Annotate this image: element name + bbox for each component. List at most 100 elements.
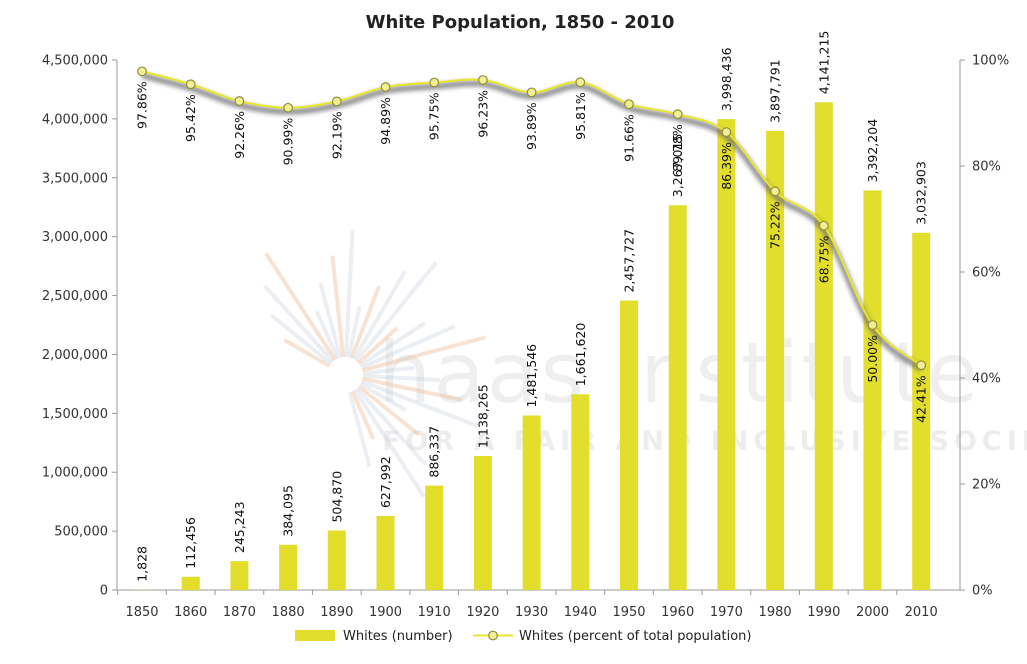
watermark-ray <box>362 365 415 376</box>
line-marker <box>478 75 488 85</box>
bar-value-label: 3,392,204 <box>865 119 880 183</box>
bar <box>181 576 200 590</box>
bar-labels: 1,828 112,456 245,243 384,095 504,870 627,992… <box>135 31 929 582</box>
bar <box>376 516 395 590</box>
percent-value-label: 68.75% <box>816 236 831 284</box>
line-shadow <box>141 72 924 372</box>
line-marker <box>624 99 634 110</box>
watermark-ray <box>360 324 456 370</box>
watermark-ray <box>349 285 381 359</box>
x-tick-label: 1960 <box>661 605 694 620</box>
line-marker <box>283 102 294 113</box>
x-tick-label: 1930 <box>515 605 548 620</box>
line-marker <box>429 77 440 88</box>
x-tick-label: 1850 <box>125 605 158 620</box>
bar <box>814 102 833 590</box>
bar <box>571 394 590 590</box>
percent-value-label: 86.39% <box>719 142 734 190</box>
percent-labels: 97.86% 95.42% 92.26% 90.99% 92.19% 94.89% 95.7… <box>135 81 929 423</box>
percent-value-label: 95.42% <box>183 94 198 142</box>
line-marker <box>770 186 780 197</box>
watermark-ray <box>283 338 331 368</box>
watermark-ray <box>314 310 340 360</box>
x-tick-label: 1990 <box>807 605 840 620</box>
y-left-tick-label: 1,000,000 <box>42 466 108 481</box>
x-tick-label: 2000 <box>856 605 889 620</box>
line-marker <box>234 96 245 106</box>
watermark-ray <box>361 379 482 429</box>
bar-value-label: 245,243 <box>232 501 247 553</box>
line-marker <box>575 77 586 88</box>
bar-value-label: 4,141,215 <box>816 31 831 95</box>
y-left-tick-label: 3,000,000 <box>42 230 108 245</box>
percent-value-label: 90.99% <box>281 118 296 166</box>
percent-value-label: 42.41% <box>914 375 929 423</box>
percent-value-label: 97.86% <box>135 81 150 129</box>
percent-value-label: 95.81% <box>573 92 588 140</box>
y-left-tick-label: 4,500,000 <box>42 54 108 69</box>
bar-value-label: 3,998,436 <box>719 47 734 111</box>
y-left-tick-label: 0 <box>100 584 108 599</box>
chart-title: White Population, 1850 - 2010 <box>366 12 675 33</box>
bar-value-label: 2,457,727 <box>622 229 637 293</box>
y-right-tick-label: 80% <box>972 160 1001 175</box>
x-tick-label: 1920 <box>466 605 499 620</box>
bar <box>766 130 785 591</box>
bar-value-label: 1,138,265 <box>475 384 490 448</box>
watermark-ray <box>362 373 440 382</box>
percent-value-label: 92.26% <box>232 111 247 159</box>
line-marker <box>916 360 927 371</box>
watermark-ray <box>357 326 399 365</box>
line-marker <box>672 109 683 120</box>
bar-value-label: 3,032,903 <box>914 161 929 225</box>
bar <box>522 415 541 590</box>
line-marker <box>331 96 342 107</box>
percent-value-label: 94.89% <box>378 97 393 145</box>
x-axis: 1850 1860 1870 1880 1890 1900 1910 1920 1930 1940… <box>117 590 938 620</box>
bar-value-label: 112,456 <box>183 517 198 569</box>
line-marker <box>818 220 829 231</box>
watermark-ray <box>359 321 426 367</box>
line-marker <box>380 82 391 92</box>
legend-label-bar: Whites (number) <box>343 629 453 644</box>
percent-value-label: 75.22% <box>768 201 783 249</box>
line-marker <box>185 79 196 90</box>
percent-value-label: 89.78% <box>670 124 685 172</box>
y-left-tick-label: 500,000 <box>54 525 108 540</box>
watermark-ray <box>361 335 486 373</box>
bar <box>620 300 638 590</box>
line-marker <box>721 127 732 138</box>
bar <box>473 455 492 590</box>
watermark-ray <box>354 261 438 363</box>
bar <box>912 232 931 590</box>
percent-value-label: 50.00% <box>865 335 880 383</box>
x-tick-label: 1970 <box>710 605 743 620</box>
percent-value-label: 95.75% <box>427 92 442 140</box>
bar-value-label: 1,481,546 <box>524 344 539 408</box>
watermark-rays-icon <box>263 230 486 498</box>
watermark-ray <box>362 376 463 402</box>
percent-value-label: 96.23% <box>475 90 490 138</box>
watermark-ray <box>347 391 372 468</box>
watermark-ray <box>346 306 362 358</box>
y-right-tick-label: 40% <box>972 372 1001 387</box>
y-right-tick-label: 60% <box>972 266 1001 281</box>
watermark-ray <box>350 390 376 440</box>
watermark-ray <box>330 255 346 358</box>
percent-value-label: 91.66% <box>622 114 637 162</box>
line-series <box>137 66 927 372</box>
x-tick-label: 1900 <box>369 605 402 620</box>
bar-value-label: 627,992 <box>378 456 393 508</box>
y-left-tick-label: 2,500,000 <box>42 289 108 304</box>
bar <box>668 205 687 590</box>
y-right-tick-label: 0% <box>972 584 993 599</box>
watermark-ray <box>357 384 421 437</box>
bar <box>863 190 882 590</box>
watermark-ray <box>353 389 426 498</box>
x-tick-label: 1870 <box>223 605 256 620</box>
watermark-ray <box>263 284 335 363</box>
line-marker <box>137 66 147 77</box>
line-marker <box>867 320 878 330</box>
watermark-ray <box>343 230 355 358</box>
